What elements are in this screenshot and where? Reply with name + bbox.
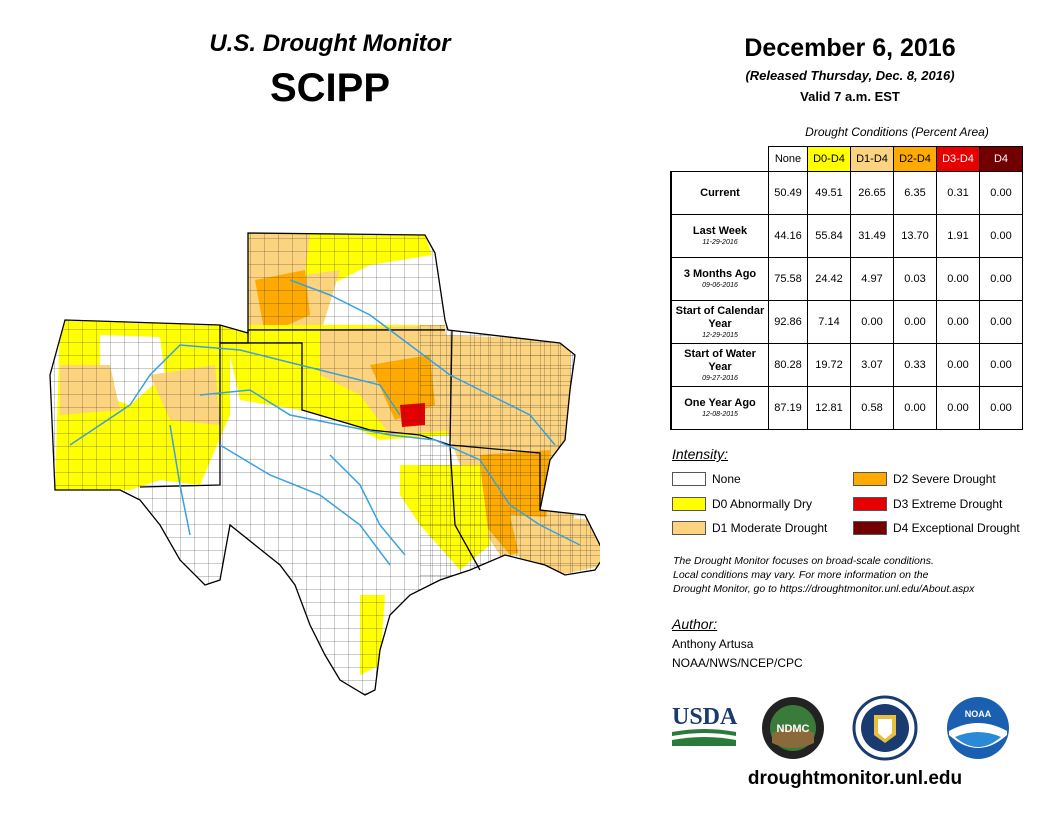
legend-item-d0: D0 Abnormally Dry bbox=[672, 496, 812, 512]
legend-swatch bbox=[853, 497, 887, 511]
legend-swatch bbox=[853, 521, 887, 535]
table-cell: 0.00 bbox=[936, 386, 980, 430]
commerce-seal-logo bbox=[852, 695, 918, 761]
table-cell: 0.00 bbox=[979, 300, 1023, 344]
valid-time: Valid 7 a.m. EST bbox=[800, 89, 900, 104]
drought-map bbox=[49, 232, 600, 696]
row-label: Last Week 11-29-2016 bbox=[670, 214, 769, 258]
col-header-d0-d4: D0-D4 bbox=[807, 146, 851, 172]
table-cell: 75.58 bbox=[768, 257, 808, 301]
table-cell: 1.91 bbox=[936, 214, 980, 258]
col-header-none: None bbox=[768, 146, 808, 172]
col-header-d4: D4 bbox=[979, 146, 1023, 172]
table-cell: 87.19 bbox=[768, 386, 808, 430]
table-cell: 24.42 bbox=[807, 257, 851, 301]
table-row: Start of Calendar Year 12-29-2015 92.86 7… bbox=[670, 300, 1023, 344]
svg-text:USDA: USDA bbox=[672, 704, 738, 730]
table-cell: 92.86 bbox=[768, 300, 808, 344]
table-caption: Drought Conditions (Percent Area) bbox=[805, 125, 989, 139]
table-cell: 13.70 bbox=[893, 214, 937, 258]
release-date: (Released Thursday, Dec. 8, 2016) bbox=[745, 68, 955, 83]
table-row: 3 Months Ago 09-06-2016 75.58 24.42 4.97 … bbox=[670, 257, 1023, 301]
table-cell: 0.00 bbox=[979, 257, 1023, 301]
table-cell: 6.35 bbox=[893, 171, 937, 215]
table-cell: 12.81 bbox=[807, 386, 851, 430]
table-cell: 7.14 bbox=[807, 300, 851, 344]
table-cell: 80.28 bbox=[768, 343, 808, 387]
legend-swatch bbox=[853, 472, 887, 486]
drought-conditions-table: None D0-D4 D1-D4 D2-D4 D3-D4 D4 Current … bbox=[670, 146, 1023, 430]
map-date: December 6, 2016 bbox=[744, 34, 956, 62]
table-row: One Year Ago 12-08-2015 87.19 12.81 0.58 … bbox=[670, 386, 1023, 430]
noaa-logo: NOAA bbox=[947, 697, 1009, 759]
table-cell: 49.51 bbox=[807, 171, 851, 215]
table-cell: 19.72 bbox=[807, 343, 851, 387]
legend-swatch bbox=[672, 521, 706, 535]
table-cell: 0.00 bbox=[893, 386, 937, 430]
table-cell: 0.00 bbox=[936, 257, 980, 301]
col-header-d3-d4: D3-D4 bbox=[936, 146, 980, 172]
table-cell: 31.49 bbox=[850, 214, 894, 258]
disclaimer-note: The Drought Monitor focuses on broad-sca… bbox=[673, 555, 975, 595]
author-org: NOAA/NWS/NCEP/CPC bbox=[672, 656, 803, 670]
table-cell: 0.00 bbox=[979, 343, 1023, 387]
table-cell: 0.00 bbox=[936, 300, 980, 344]
row-label: Current bbox=[670, 171, 769, 215]
col-header-d2-d4: D2-D4 bbox=[893, 146, 937, 172]
region-title: SCIPP bbox=[269, 66, 391, 110]
table-row: Last Week 11-29-2016 44.16 55.84 31.49 13… bbox=[670, 214, 1023, 258]
table-cell: 0.31 bbox=[936, 171, 980, 215]
svg-text:NOAA: NOAA bbox=[965, 709, 992, 719]
row-label: Start of Water Year 09-27-2016 bbox=[670, 343, 769, 387]
table-header-row: None D0-D4 D1-D4 D2-D4 D3-D4 D4 bbox=[671, 146, 1023, 172]
table-cell: 55.84 bbox=[807, 214, 851, 258]
row-label: 3 Months Ago 09-06-2016 bbox=[670, 257, 769, 301]
table-cell: 26.65 bbox=[850, 171, 894, 215]
legend-item-none: None bbox=[672, 471, 741, 487]
legend-header: Intensity: bbox=[672, 446, 729, 462]
table-row: Current 50.49 49.51 26.65 6.35 0.31 0.00 bbox=[670, 171, 1023, 215]
legend-swatch bbox=[672, 497, 706, 511]
table-corner bbox=[671, 147, 769, 172]
author-name: Anthony Artusa bbox=[672, 637, 754, 651]
footer-url[interactable]: droughtmonitor.unl.edu bbox=[747, 768, 963, 789]
table-cell: 0.00 bbox=[893, 300, 937, 344]
svg-text:NDMC: NDMC bbox=[777, 723, 810, 735]
table-cell: 4.97 bbox=[850, 257, 894, 301]
row-label: One Year Ago 12-08-2015 bbox=[670, 386, 769, 430]
table-cell: 0.00 bbox=[850, 300, 894, 344]
legend-swatch bbox=[672, 472, 706, 486]
table-cell: 44.16 bbox=[768, 214, 808, 258]
table-cell: 0.00 bbox=[979, 171, 1023, 215]
table-row: Start of Water Year 09-27-2016 80.28 19.7… bbox=[670, 343, 1023, 387]
table-cell: 3.07 bbox=[850, 343, 894, 387]
legend-item-d4: D4 Exceptional Drought bbox=[853, 520, 1020, 536]
table-cell: 0.58 bbox=[850, 386, 894, 430]
table-cell: 50.49 bbox=[768, 171, 808, 215]
legend-item-d1: D1 Moderate Drought bbox=[672, 520, 827, 536]
col-header-d1-d4: D1-D4 bbox=[850, 146, 894, 172]
table-cell: 0.00 bbox=[936, 343, 980, 387]
table-cell: 0.00 bbox=[979, 214, 1023, 258]
row-label: Start of Calendar Year 12-29-2015 bbox=[670, 300, 769, 344]
usda-logo: USDA bbox=[672, 704, 738, 746]
map-title: U.S. Drought Monitor bbox=[209, 30, 451, 57]
legend-item-d2: D2 Severe Drought bbox=[853, 471, 996, 487]
legend-item-d3: D3 Extreme Drought bbox=[853, 496, 1002, 512]
table-cell: 0.00 bbox=[979, 386, 1023, 430]
table-cell: 0.03 bbox=[893, 257, 937, 301]
ndmc-logo: NDMC bbox=[762, 697, 824, 759]
table-cell: 0.33 bbox=[893, 343, 937, 387]
author-header: Author: bbox=[672, 616, 718, 632]
